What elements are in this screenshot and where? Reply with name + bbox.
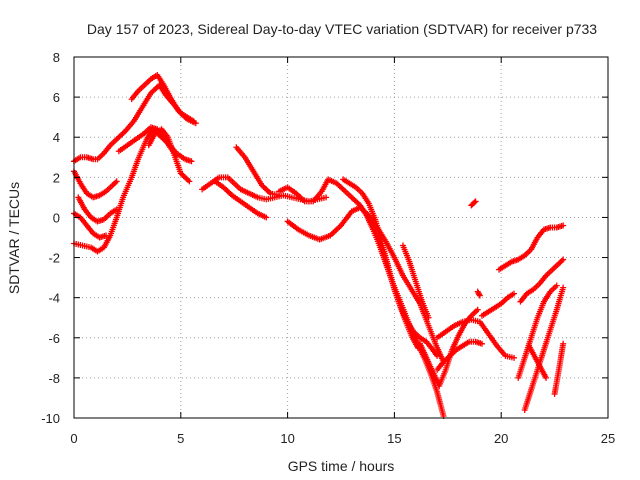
data-point: [476, 292, 483, 299]
data-point: [474, 306, 481, 313]
data-track: [71, 126, 195, 255]
data-point: [478, 340, 485, 347]
y-tick-label: -8: [48, 371, 60, 386]
data-track: [468, 198, 479, 209]
data-point: [263, 214, 270, 221]
x-tick-label: 25: [601, 431, 615, 446]
data-track: [496, 222, 567, 273]
data-point: [192, 120, 199, 127]
data-point: [186, 178, 193, 185]
data-point: [476, 291, 483, 298]
x-axis-label: GPS time / hours: [288, 458, 395, 474]
data-track: [233, 144, 283, 199]
data-point: [560, 256, 567, 263]
y-tick-label: 0: [53, 210, 60, 225]
data-point: [472, 198, 479, 205]
data-point: [188, 158, 195, 165]
data-point: [323, 194, 330, 201]
x-tick-label: 5: [177, 431, 184, 446]
data-points: [71, 72, 567, 419]
data-track: [71, 210, 110, 241]
data-point: [543, 374, 550, 381]
data-point: [425, 314, 432, 321]
data-track: [145, 126, 193, 185]
data-point: [511, 290, 518, 297]
data-track: [211, 178, 270, 221]
data-track: [525, 342, 550, 381]
y-axis-label: SDTVAR / TECUs: [6, 182, 22, 294]
data-point: [103, 232, 110, 239]
y-axis-ticks: -10 -8 -6 -4 -2 0 2 4 6 8: [41, 50, 608, 426]
y-tick-label: -6: [48, 331, 60, 346]
data-point: [553, 282, 560, 289]
data-track: [399, 242, 432, 321]
data-track: [284, 204, 447, 365]
data-track: [128, 72, 199, 127]
data-track: [515, 282, 560, 381]
data-track: [478, 290, 518, 319]
y-tick-label: -10: [41, 411, 60, 426]
data-track: [434, 316, 518, 361]
data-point: [471, 199, 478, 206]
data-point: [113, 178, 120, 185]
y-tick-label: 6: [53, 90, 60, 105]
x-tick-label: 15: [387, 431, 401, 446]
data-track: [521, 284, 567, 413]
data-point: [560, 222, 567, 229]
data-track: [474, 288, 483, 299]
data-point: [434, 352, 441, 359]
x-axis-ticks: 0 5 10 15 20 25: [70, 57, 615, 446]
data-track: [517, 256, 567, 305]
data-track: [370, 220, 421, 351]
data-track: [551, 340, 567, 397]
data-point: [560, 340, 567, 347]
x-tick-label: 20: [494, 431, 508, 446]
y-tick-label: 4: [53, 130, 60, 145]
data-track: [434, 338, 485, 373]
data-point: [511, 354, 518, 361]
grid-lines: [74, 57, 608, 418]
chart-title: Day 157 of 2023, Sidereal Day-to-day VTE…: [87, 21, 597, 37]
x-tick-label: 10: [280, 431, 294, 446]
data-track: [71, 168, 120, 201]
data-point: [560, 284, 567, 291]
x-tick-label: 0: [70, 431, 77, 446]
y-tick-label: -2: [48, 251, 60, 266]
plot-frame: [73, 56, 609, 419]
y-tick-label: 2: [53, 170, 60, 185]
y-tick-label: -4: [48, 291, 60, 306]
y-tick-label: 8: [53, 50, 60, 65]
